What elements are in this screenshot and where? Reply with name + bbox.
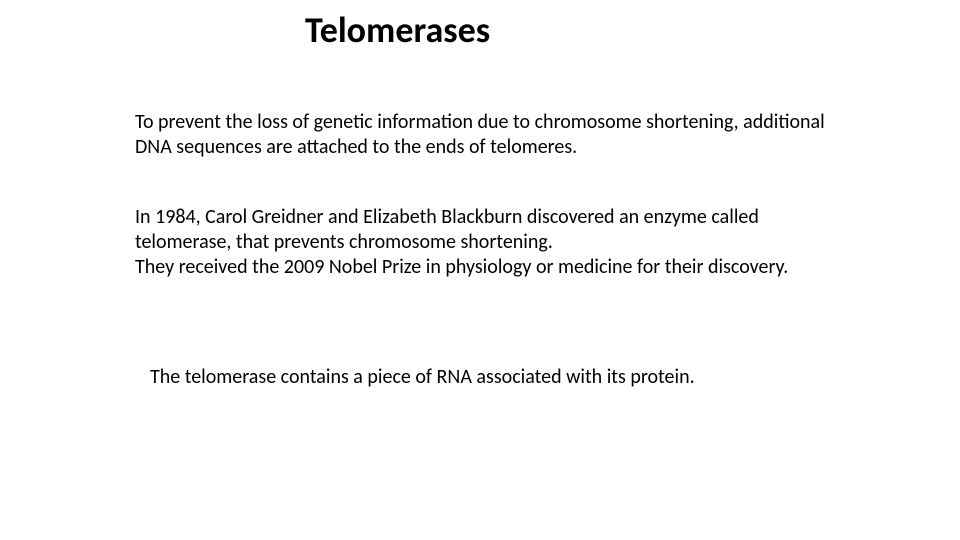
slide: Telomerases To prevent the loss of genet… — [0, 0, 960, 540]
paragraph-3: The telomerase contains a piece of RNA a… — [150, 365, 850, 390]
paragraph-1: To prevent the loss of genetic informati… — [135, 110, 835, 160]
slide-title: Telomerases — [305, 8, 490, 52]
paragraph-2: In 1984, Carol Greidner and Elizabeth Bl… — [135, 205, 855, 280]
